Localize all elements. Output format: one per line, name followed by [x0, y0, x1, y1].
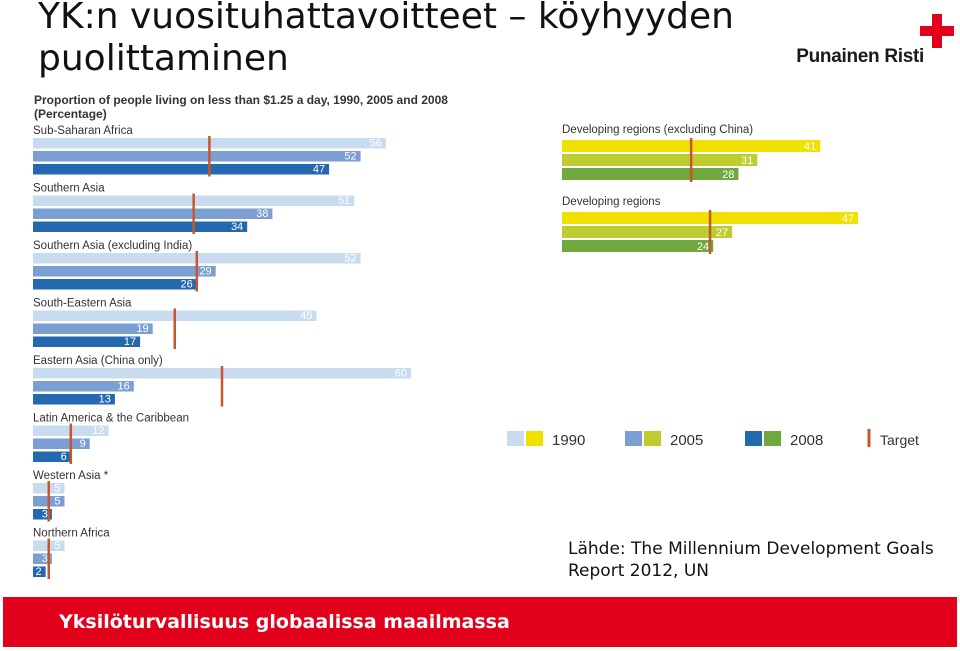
legend-swatch-blue-2008: [745, 431, 762, 446]
bar-developing-regions-excluding-china-2005: [562, 154, 758, 166]
bar-eastern-asia-china-only-2008: [33, 394, 115, 405]
bar-developing-regions-2005: [562, 226, 733, 238]
legend-label-target: Target: [880, 432, 919, 448]
data-label-western-asia-1990: 5: [54, 483, 60, 495]
data-label-developing-regions-excluding-china-2008: 28: [722, 169, 734, 181]
category-label-western-asia: Western Asia *: [33, 470, 109, 482]
data-label-latin-america-the-caribbean-2005: 9: [80, 438, 86, 450]
data-label-eastern-asia-china-only-2008: 13: [99, 394, 111, 406]
bar-south-eastern-asia-2008: [33, 336, 141, 347]
data-label-southern-asia-excluding-india-2005: 29: [199, 266, 211, 278]
red-cross-logo: Punainen Risti: [780, 0, 960, 80]
bar-northern-africa-2005: [33, 553, 52, 564]
bar-southern-asia-excluding-india-2005: [33, 266, 216, 277]
bar-southern-asia-excluding-india-2008: [33, 279, 197, 290]
data-label-sub-saharan-africa-2005: 52: [344, 151, 356, 163]
chart-subtitle: (Percentage): [34, 107, 107, 121]
data-label-south-eastern-asia-2005: 19: [136, 323, 148, 335]
bar-western-asia-2008: [33, 509, 52, 520]
data-label-developing-regions-excluding-china-2005: 31: [741, 155, 753, 167]
bar-northern-africa-2008: [33, 566, 46, 577]
category-label-latin-america-the-caribbean: Latin America & the Caribbean: [33, 413, 189, 425]
slide-title: YK:n vuosituhattavoitteet – köyhyyden pu…: [38, 0, 734, 79]
data-label-southern-asia-excluding-india-2008: 26: [181, 279, 193, 291]
source-note: Lähde: The Millennium Development Goals …: [568, 539, 934, 581]
data-label-latin-america-the-caribbean-2008: 6: [61, 451, 67, 463]
legend-label-2008: 2008: [790, 432, 823, 449]
category-label-south-eastern-asia: South-Eastern Asia: [33, 298, 132, 310]
legend-swatch-blue-2005: [625, 431, 642, 446]
data-label-eastern-asia-china-only-2005: 16: [118, 381, 130, 393]
legend-swatch-alt-1990: [526, 431, 543, 446]
data-label-south-eastern-asia-1990: 45: [300, 310, 312, 322]
chart-legend: 1990 2005 2008 Target: [507, 429, 919, 449]
category-label-southern-asia: Southern Asia: [33, 183, 105, 195]
bar-sub-saharan-africa-2005: [33, 151, 361, 162]
data-label-sub-saharan-africa-2008: 47: [313, 164, 325, 176]
bar-latin-america-the-caribbean-2005: [33, 438, 90, 449]
data-label-western-asia-2008: 3: [42, 509, 48, 521]
chart-title: Proportion of people living on less than…: [34, 93, 448, 107]
bar-southern-asia-2008: [33, 221, 248, 232]
data-label-developing-regions-excluding-china-1990: 41: [804, 141, 816, 153]
data-label-developing-regions-2005: 27: [716, 227, 728, 239]
aggregates-panel: Developing regions (excluding China) 41 31…: [562, 124, 859, 254]
legend-swatch-alt-2005: [644, 431, 661, 446]
footer-bar: Yksilöturvallisuus globaalissa maailmass…: [3, 597, 957, 647]
data-label-western-asia-2005: 5: [54, 496, 60, 508]
legend-swatch-alt-2008: [764, 431, 781, 446]
data-label-northern-africa-1990: 5: [54, 540, 60, 552]
data-label-southern-asia-2008: 34: [231, 221, 243, 233]
bar-developing-regions-excluding-china-2008: [562, 168, 739, 180]
data-label-southern-asia-excluding-india-1990: 52: [344, 253, 356, 265]
data-label-latin-america-the-caribbean-1990: 12: [92, 425, 104, 437]
red-cross-icon-bar: [920, 26, 954, 36]
bar-eastern-asia-china-only-2005: [33, 381, 134, 392]
data-label-southern-asia-2005: 38: [256, 208, 268, 220]
category-label-sub-saharan-africa: Sub-Saharan Africa: [33, 125, 133, 137]
logo-text: Punainen Risti: [796, 46, 924, 67]
bar-sub-saharan-africa-2008: [33, 164, 330, 175]
poverty-chart: Proportion of people living on less than…: [33, 93, 919, 579]
bar-south-eastern-asia-2005: [33, 323, 153, 334]
bar-southern-asia-2005: [33, 208, 273, 219]
bar-developing-regions-2008: [562, 240, 714, 252]
category-label-northern-africa: Northern Africa: [33, 528, 110, 540]
data-label-northern-africa-2005: 3: [42, 553, 48, 565]
data-label-northern-africa-2008: 2: [35, 566, 41, 578]
data-label-southern-asia-1990: 51: [338, 195, 350, 207]
data-label-developing-regions-1990: 47: [842, 213, 854, 225]
category-label-developing-regions: Developing regions: [562, 196, 661, 208]
category-label-southern-asia-excluding-india: Southern Asia (excluding India): [33, 240, 192, 252]
data-label-developing-regions-2008: 24: [697, 241, 709, 253]
legend-label-2005: 2005: [670, 432, 703, 449]
data-label-sub-saharan-africa-1990: 56: [370, 138, 382, 150]
category-label-eastern-asia-china-only: Eastern Asia (China only): [33, 355, 163, 367]
data-label-south-eastern-asia-2008: 17: [124, 336, 136, 348]
category-label-developing-regions-excluding-china: Developing regions (excluding China): [562, 124, 753, 136]
legend-label-1990: 1990: [552, 432, 585, 449]
data-label-eastern-asia-china-only-1990: 60: [395, 368, 407, 380]
footer-text: Yksilöturvallisuus globaalissa maailmass…: [59, 611, 510, 633]
bar-latin-america-the-caribbean-2008: [33, 451, 71, 462]
legend-swatch-blue-1990: [507, 431, 524, 446]
